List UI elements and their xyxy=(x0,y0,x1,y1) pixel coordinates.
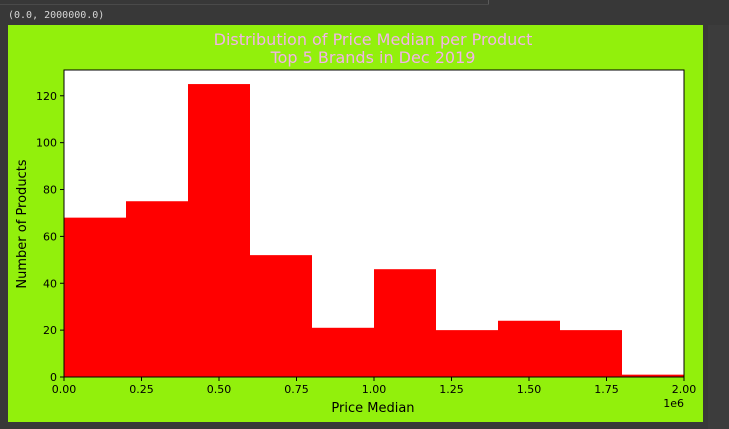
y-axis: 0 20 40 60 80 100 120 xyxy=(36,90,64,384)
y-tick-label: 20 xyxy=(43,324,57,337)
histogram-bar xyxy=(498,320,560,377)
x-tick-label: 0.50 xyxy=(207,383,232,396)
x-tick-label: 0.25 xyxy=(129,383,154,396)
histogram-bar xyxy=(188,84,250,377)
y-tick-label: 80 xyxy=(43,184,57,197)
bars-group xyxy=(64,84,684,377)
x-tick-label: 1.25 xyxy=(439,383,464,396)
x-tick-label: 0.75 xyxy=(284,383,309,396)
y-tick-label: 100 xyxy=(36,137,57,150)
y-axis-label: Number of Products xyxy=(15,159,30,288)
chart-subtitle: Top 5 Brands in Dec 2019 xyxy=(270,48,476,67)
x-tick-label: 1.75 xyxy=(594,383,619,396)
histogram-bar xyxy=(250,255,312,377)
histogram-bar xyxy=(64,217,126,377)
top-divider-tick xyxy=(488,0,489,4)
chart-title: Distribution of Price Median per Product xyxy=(214,30,533,49)
x-tick-label: 0.00 xyxy=(52,383,77,396)
histogram-bar xyxy=(560,330,622,377)
x-tick-label: 1.00 xyxy=(362,383,387,396)
histogram-bar xyxy=(622,374,684,377)
histogram-bar xyxy=(374,269,436,377)
histogram-bar xyxy=(126,201,188,377)
histogram-bar xyxy=(436,330,498,377)
x-tick-label: 1.50 xyxy=(517,383,542,396)
y-tick-label: 60 xyxy=(43,230,57,243)
x-offset-label: 1e6 xyxy=(663,397,684,410)
top-divider xyxy=(0,0,489,5)
y-tick-label: 120 xyxy=(36,90,57,103)
x-tick-label: 2.00 xyxy=(672,383,697,396)
x-axis-label: Price Median xyxy=(331,401,414,416)
y-tick-label: 0 xyxy=(50,371,57,384)
scrollbar[interactable] xyxy=(708,25,729,429)
y-tick-label: 40 xyxy=(43,277,57,290)
histogram-bar xyxy=(312,327,374,377)
x-axis: 0.00 0.25 0.50 0.75 1.00 1.25 1.50 1.75 2.00 xyxy=(52,377,697,396)
cell-output-text: (0.0, 2000000.0) xyxy=(8,10,105,21)
